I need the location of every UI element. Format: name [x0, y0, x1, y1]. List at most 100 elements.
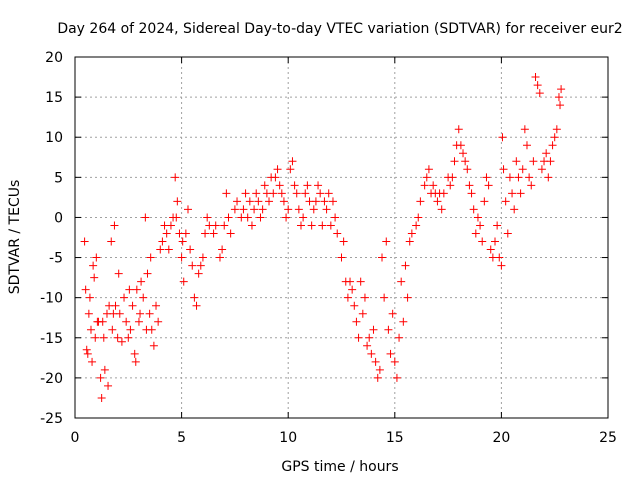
data-point	[171, 173, 180, 182]
data-point	[271, 173, 280, 182]
data-point	[552, 125, 561, 134]
data-point	[352, 317, 361, 326]
data-point	[292, 189, 301, 198]
data-point	[122, 317, 131, 326]
data-point	[382, 237, 391, 246]
data-point	[92, 253, 101, 262]
data-point	[152, 301, 161, 310]
data-point	[535, 89, 544, 98]
data-point	[363, 341, 372, 350]
data-point	[181, 229, 190, 238]
data-point	[188, 261, 197, 270]
data-point	[384, 325, 393, 334]
data-point	[463, 165, 472, 174]
data-point	[486, 245, 495, 254]
data-point	[309, 205, 318, 214]
data-point	[525, 173, 534, 182]
data-point	[156, 245, 165, 254]
data-point	[420, 181, 429, 190]
data-point	[226, 229, 235, 238]
data-point	[469, 205, 478, 214]
data-point	[471, 229, 480, 238]
data-point	[99, 333, 108, 342]
data-point	[331, 213, 340, 222]
data-point	[247, 221, 256, 230]
data-point	[88, 357, 97, 366]
data-point	[149, 341, 158, 350]
chart-title: Day 264 of 2024, Sidereal Day-to-day VTE…	[57, 21, 622, 37]
data-point	[326, 221, 335, 230]
data-point	[131, 357, 140, 366]
data-point	[314, 181, 323, 190]
data-point	[395, 333, 404, 342]
data-point	[254, 197, 263, 206]
data-point	[501, 197, 510, 206]
data-point	[405, 237, 414, 246]
data-point	[397, 277, 406, 286]
data-point	[542, 149, 551, 158]
data-point	[433, 197, 442, 206]
data-point	[162, 229, 171, 238]
data-point	[252, 189, 261, 198]
data-point	[134, 317, 143, 326]
data-point	[386, 349, 395, 358]
data-point	[256, 213, 265, 222]
data-point	[128, 301, 137, 310]
data-point	[505, 173, 514, 182]
data-point	[115, 309, 124, 318]
data-point	[459, 149, 468, 158]
data-point	[533, 81, 542, 90]
data-point	[514, 173, 523, 182]
data-point	[209, 229, 218, 238]
data-point	[354, 333, 363, 342]
data-point	[277, 189, 286, 198]
x-tick-label: 25	[599, 430, 617, 446]
data-point	[269, 189, 278, 198]
data-point	[194, 269, 203, 278]
data-point	[86, 325, 95, 334]
data-point	[392, 373, 401, 382]
data-point	[522, 141, 531, 150]
data-point	[110, 221, 119, 230]
data-point	[311, 197, 320, 206]
data-point	[117, 337, 126, 346]
data-point	[476, 221, 485, 230]
data-point	[89, 261, 98, 270]
data-point	[239, 205, 248, 214]
data-point	[186, 245, 195, 254]
data-point	[518, 165, 527, 174]
data-point	[480, 197, 489, 206]
data-point	[371, 357, 380, 366]
data-point	[233, 197, 242, 206]
data-point	[448, 173, 457, 182]
data-point	[499, 165, 508, 174]
y-tick-label: -20	[40, 371, 63, 387]
x-tick-label: 15	[386, 430, 404, 446]
data-point	[380, 293, 389, 302]
data-point	[482, 173, 491, 182]
grid	[75, 57, 608, 418]
data-point	[503, 229, 512, 238]
data-point	[339, 237, 348, 246]
data-point	[125, 285, 134, 294]
data-point	[107, 237, 116, 246]
data-point	[546, 157, 555, 166]
data-point	[183, 205, 192, 214]
data-point	[388, 309, 397, 318]
data-point	[495, 253, 504, 262]
data-point	[288, 157, 297, 166]
data-point	[91, 333, 100, 342]
data-point	[365, 333, 374, 342]
data-point	[407, 229, 416, 238]
data-point	[145, 309, 154, 318]
data-point	[510, 205, 519, 214]
data-point	[437, 205, 446, 214]
data-point	[258, 205, 267, 214]
data-point	[390, 357, 399, 366]
data-point	[350, 301, 359, 310]
data-point	[360, 293, 369, 302]
x-tick-label: 0	[71, 430, 80, 446]
data-point	[454, 125, 463, 134]
data-point	[491, 237, 500, 246]
data-point	[90, 273, 99, 282]
